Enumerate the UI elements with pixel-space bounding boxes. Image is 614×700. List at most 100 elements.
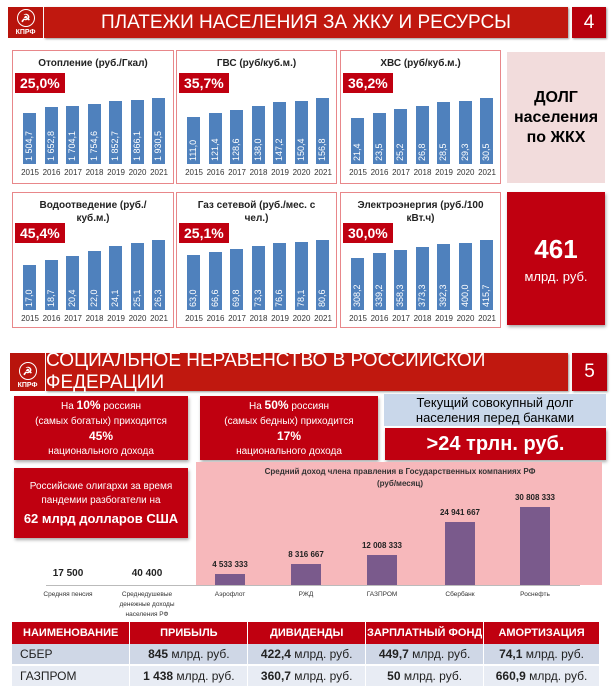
text: национального дохода	[48, 446, 154, 457]
bar	[273, 102, 286, 164]
year-label: 2015	[185, 314, 203, 323]
bar	[480, 98, 493, 164]
year-label: 2015	[185, 168, 203, 177]
bar-value-label: 17 500	[52, 567, 84, 579]
chart-heating: Отопление (руб./Гкал) 25,0% 1 504,7 2015 1 6…	[12, 50, 174, 184]
year-label: 2020	[292, 168, 311, 177]
col-header: АМОРТИЗАЦИЯ	[483, 622, 600, 644]
year-label: 2021	[314, 314, 332, 323]
row-name: СБЕР	[12, 644, 131, 665]
bar-value-label: 40 400	[131, 567, 163, 579]
year-label: 2016	[206, 168, 225, 177]
bank-debt-label: Текущий совокупный долг населения перед …	[384, 394, 606, 426]
bar	[44, 260, 58, 310]
year-label: 2020	[292, 314, 311, 323]
category-label: Аэрофлот	[214, 591, 246, 598]
year-label: 2017	[392, 314, 410, 323]
year-label: 2017	[392, 168, 410, 177]
bar	[372, 252, 386, 310]
bar	[372, 113, 386, 164]
growth-badge: 30,0%	[343, 223, 393, 243]
bar	[215, 573, 245, 585]
category-label: Средняя пенсия	[43, 591, 93, 598]
year-label: 2015	[349, 168, 367, 177]
growth-badge: 35,7%	[179, 73, 229, 93]
growth-badge: 25,1%	[179, 223, 229, 243]
year-label: 2018	[413, 314, 432, 323]
bar	[187, 255, 200, 310]
text: 45%	[88, 429, 114, 443]
poor-income-box: На 50% россиян (самых бедных) приходится…	[200, 396, 378, 460]
chart-cold-water: ХВС (руб/куб.м.) 36,2% 21,4 2015 23,5 2016 25,…	[340, 50, 501, 184]
cell: 1 438 млрд. руб.	[129, 664, 249, 686]
year-label: 2017	[228, 314, 246, 323]
bar	[415, 106, 429, 164]
year-label: 2018	[85, 314, 104, 323]
chart-electricity: Электроэнергия (руб./100 кВт.ч) 30,0% 308,…	[340, 192, 501, 328]
cell: 449,7 млрд. руб.	[365, 644, 485, 665]
text: 10%	[76, 398, 101, 412]
logo-text: КПРФ	[17, 382, 38, 389]
bar	[437, 102, 450, 164]
bar	[251, 105, 265, 164]
chart-title: Газ сетевой (руб./мес. с чел.)	[197, 200, 316, 224]
cell: 845 млрд. руб.	[129, 644, 249, 665]
year-label: 2016	[206, 314, 225, 323]
bar	[66, 105, 79, 164]
category-label: Роснефть	[520, 591, 550, 598]
table-row: ГАЗПРОМ 1 438 млрд. руб. 360,7 млрд. руб…	[12, 664, 600, 686]
bar	[109, 100, 122, 164]
hammer-sickle-icon: ☭	[18, 362, 37, 380]
board-income-chart: 17 500 Средняя пенсия 40 400 Среднедушевые …	[43, 493, 580, 618]
bar	[351, 258, 364, 310]
rich-income-box: На 10% россиян (самых богатых) приходитс…	[14, 396, 188, 460]
year-label: 2018	[249, 314, 268, 323]
year-label: 2021	[478, 168, 496, 177]
slide4-title: ПЛАТЕЖИ НАСЕЛЕНИЯ ЗА ЖКУ И РЕСУРСЫ	[44, 7, 568, 38]
col-header: НАИМЕНОВАНИЕ	[12, 622, 131, 644]
bar-value-label: 30 808 333	[514, 493, 556, 502]
chart-title: Отопление (руб./Гкал)	[38, 58, 148, 69]
bar	[23, 264, 36, 310]
year-label: 2016	[370, 168, 389, 177]
bar	[273, 243, 286, 310]
bar	[445, 521, 475, 585]
x-axis	[46, 585, 580, 586]
table-header-row: НАИМЕНОВАНИЕ ПРИБЫЛЬ ДИВИДЕНДЫ ЗАРПЛАТНЫ…	[12, 622, 600, 644]
year-label: 2019	[107, 168, 125, 177]
slide4-number: 4	[572, 7, 606, 38]
text: 17%	[276, 429, 302, 443]
text: россиян	[288, 401, 330, 412]
year-label: 2016	[42, 168, 61, 177]
bar	[187, 117, 200, 164]
bar	[520, 507, 550, 585]
logo-text: КПРФ	[15, 29, 36, 36]
growth-badge: 36,2%	[343, 73, 393, 93]
bar	[458, 242, 472, 310]
bar	[294, 100, 308, 164]
bar	[230, 109, 243, 164]
text: россиян	[100, 401, 142, 412]
bank-debt-value: >24 трлн. руб.	[385, 428, 606, 460]
chart-sewerage: Водоотведение (руб./куб.м.) 45,4% 17,0 2015…	[12, 192, 174, 328]
bar	[316, 98, 329, 164]
bar	[480, 240, 493, 310]
debt-value-box: 461 млрд. руб.	[507, 192, 605, 325]
bar	[66, 255, 79, 310]
year-label: 2018	[85, 168, 104, 177]
slide5-number: 5	[572, 353, 607, 391]
bar	[394, 109, 407, 164]
board-income-title: Средний доход члена правления в Государс…	[264, 467, 536, 488]
year-label: 2015	[349, 314, 367, 323]
year-label: 2020	[456, 168, 475, 177]
category-label: Среднедушевые денежные доходы населения …	[119, 591, 175, 618]
bar	[208, 252, 222, 310]
year-label: 2017	[228, 168, 246, 177]
col-header: ПРИБЫЛЬ	[129, 622, 249, 644]
slide5-title: СОЦИАЛЬНОЕ НЕРАВЕНСТВО В РОССИЙСКОЙ ФЕДЕ…	[46, 350, 568, 393]
row-name: ГАЗПРОМ	[12, 664, 131, 686]
year-label: 2015	[21, 168, 39, 177]
text: Российские олигархи за время пандемии ра…	[29, 481, 173, 506]
bar	[394, 249, 407, 310]
year-label: 2021	[478, 314, 496, 323]
